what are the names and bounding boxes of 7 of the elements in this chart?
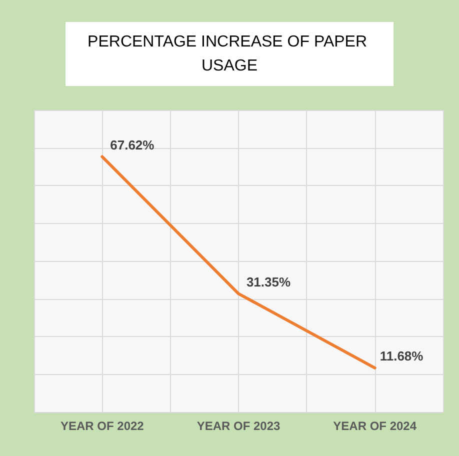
- x-tick-label: YEAR OF 2024: [333, 419, 417, 433]
- chart-title: PERCENTAGE INCREASE OF PAPER USAGE: [88, 34, 372, 74]
- x-tick-label: YEAR OF 2023: [196, 419, 281, 433]
- data-label: 31.35%: [246, 274, 291, 290]
- data-label: 11.68%: [380, 348, 424, 364]
- x-tick-label: YEAR OF 2022: [60, 419, 144, 433]
- data-label: 67.62%: [110, 138, 155, 153]
